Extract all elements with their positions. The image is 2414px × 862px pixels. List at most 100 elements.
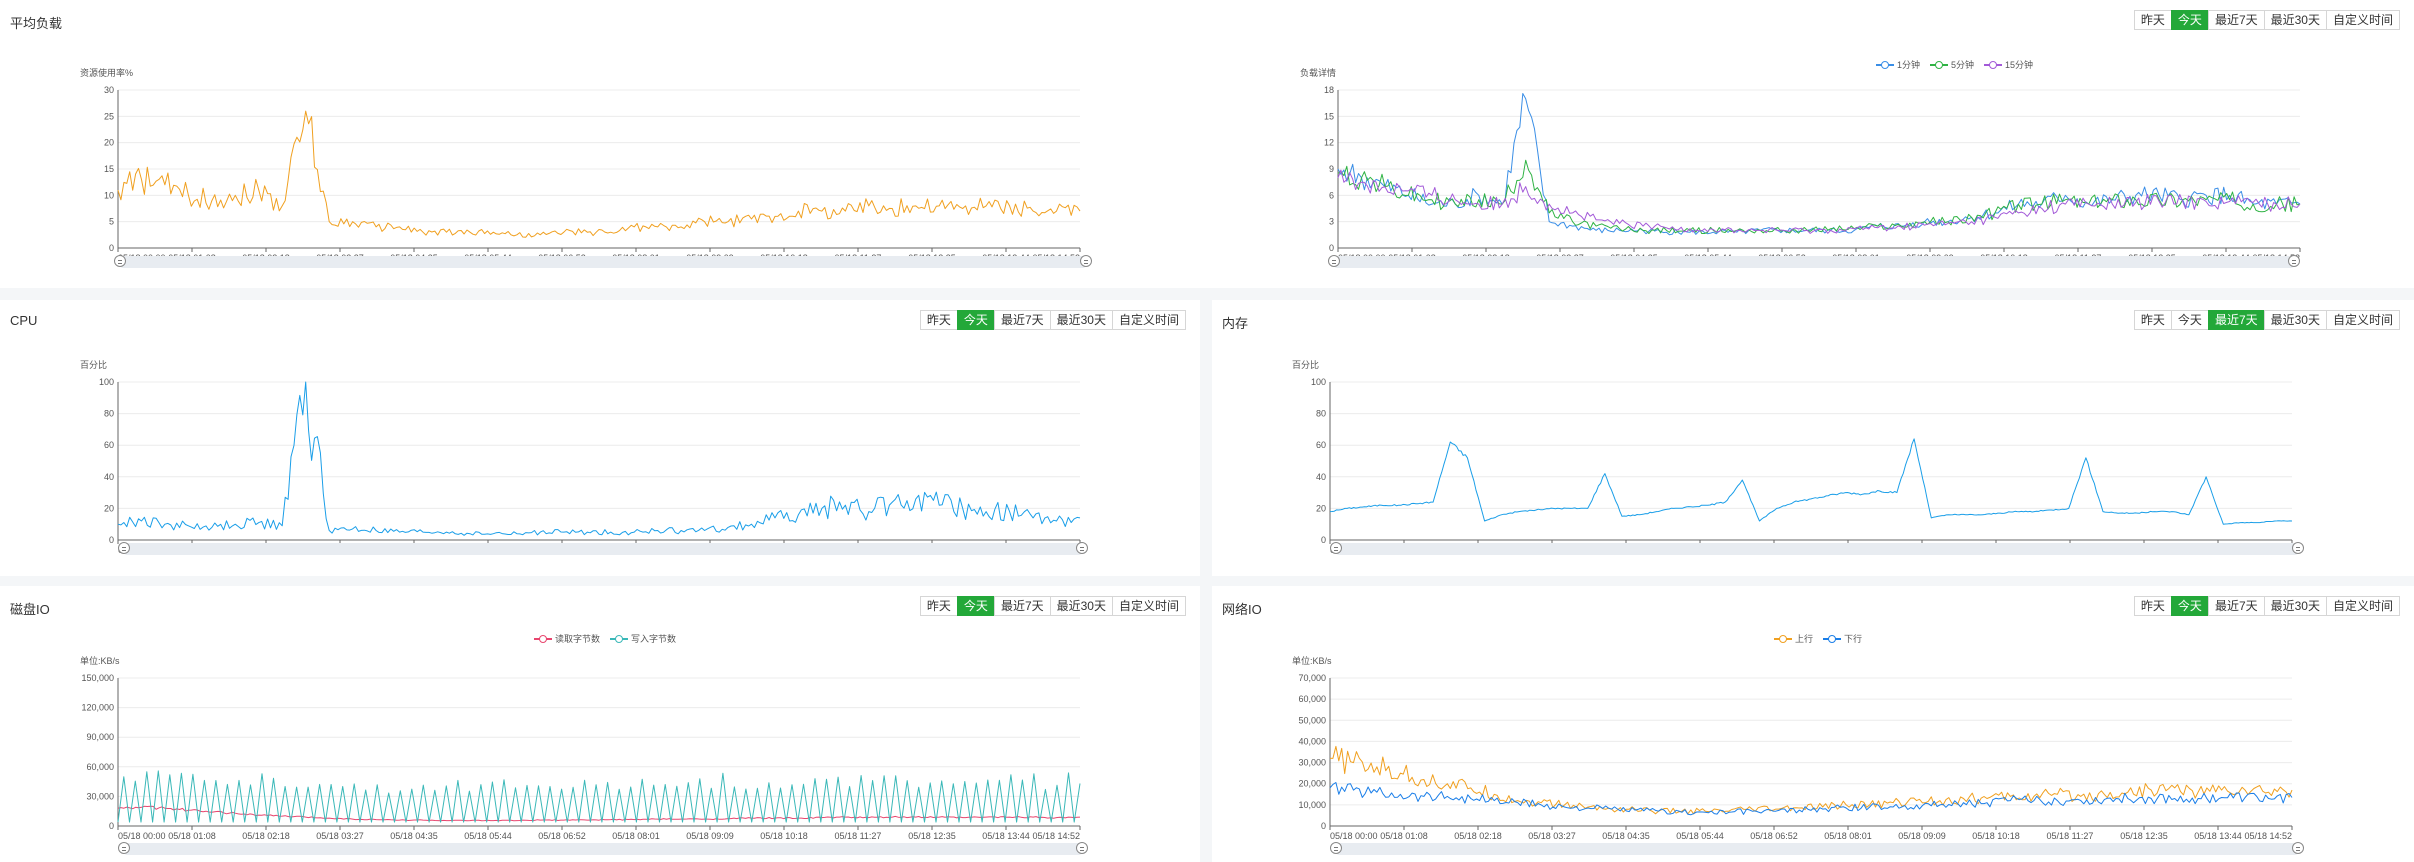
disk-y-tick-label: 90,000	[86, 732, 114, 742]
network-range-last30days-button[interactable]: 最近30天	[2263, 596, 2327, 616]
network-series-line	[1329, 745, 2293, 815]
load-range-buttons: 昨天 今天 最近7天 最近30天 自定义时间	[2133, 10, 2400, 30]
cpu-y-tick-label: 20	[104, 503, 114, 513]
load-usage-y-tick-label: 20	[104, 138, 114, 148]
disk-zoom-bar[interactable]	[118, 842, 1088, 855]
network-range-last7days-button[interactable]: 最近7天	[2207, 596, 2265, 616]
memory-range-today-button[interactable]: 今天	[2170, 310, 2209, 330]
disk-range-today-button[interactable]: 今天	[956, 596, 995, 616]
load-detail-zoom-start-handle[interactable]	[1328, 255, 1340, 267]
disk-legend-item[interactable]: 读取字节数	[534, 632, 600, 645]
load-detail-zoom-bar[interactable]	[1328, 255, 2300, 268]
network-x-tick-label: 05/18 03:27	[1528, 831, 1576, 841]
disk-x-tick-label: 05/18 01:08	[168, 831, 216, 841]
cpu-zoom-start-handle[interactable]	[118, 542, 130, 554]
load-detail-y-tick-label: 18	[1324, 85, 1334, 95]
network-y-tick-label: 30,000	[1298, 758, 1326, 768]
network-range-buttons: 昨天 今天 最近7天 最近30天 自定义时间	[2133, 596, 2400, 616]
network-legend-label: 上行	[1795, 634, 1814, 644]
disk-x-tick-label: 05/18 05:44	[464, 831, 512, 841]
cpu-range-yesterday-button[interactable]: 昨天	[919, 310, 958, 330]
memory-range-last30days-button[interactable]: 最近30天	[2263, 310, 2327, 330]
load-detail-legend-item[interactable]: 15分钟	[1984, 58, 2033, 71]
disk-range-custom-time-button[interactable]: 自定义时间	[1111, 596, 1186, 616]
load-detail-legend-item[interactable]: 1分钟	[1876, 58, 1920, 71]
network-x-tick-label: 05/18 10:18	[1972, 831, 2020, 841]
memory-y-tick-label: 60	[1316, 440, 1326, 450]
load-range-today-button[interactable]: 今天	[2170, 10, 2209, 30]
disk-legend-item[interactable]: 写入字节数	[610, 632, 676, 645]
network-zoom-start-handle[interactable]	[1330, 842, 1342, 854]
network-x-tick-label: 05/18 08:01	[1824, 831, 1872, 841]
network-range-today-button[interactable]: 今天	[2170, 596, 2209, 616]
memory-y-tick-label: 100	[1311, 377, 1326, 387]
load-detail-legend-item[interactable]: 5分钟	[1930, 58, 1974, 71]
network-legend-marker-icon	[1823, 634, 1842, 643]
cpu-zoom-end-handle[interactable]	[1076, 542, 1088, 554]
network-y-tick-label: 10,000	[1298, 800, 1326, 810]
load-usage-zoom-end-handle[interactable]	[1080, 255, 1092, 267]
disk-x-tick-label: 05/18 04:35	[390, 831, 438, 841]
disk-range-last30days-button[interactable]: 最近30天	[1049, 596, 1113, 616]
cpu-range-last7days-button[interactable]: 最近7天	[993, 310, 1051, 330]
cpu-zoom-bar[interactable]	[118, 542, 1088, 555]
network-zoom-bar[interactable]	[1330, 842, 2304, 855]
load-detail-zoom-end-handle[interactable]	[2288, 255, 2300, 267]
network-y-tick-label: 70,000	[1298, 673, 1326, 683]
network-series-line	[1329, 782, 2293, 816]
disk-y-tick-label: 60,000	[86, 762, 114, 772]
disk-y-tick-label: 0	[109, 821, 114, 831]
memory-zoom-bar[interactable]	[1330, 542, 2304, 555]
memory-zoom-end-handle[interactable]	[2292, 542, 2304, 554]
memory-zoom-start-handle[interactable]	[1330, 542, 1342, 554]
load-range-last7days-button[interactable]: 最近7天	[2207, 10, 2265, 30]
cpu-range-last30days-button[interactable]: 最近30天	[1049, 310, 1113, 330]
load-detail-legend-label: 5分钟	[1951, 60, 1975, 70]
disk-legend-label: 写入字节数	[631, 634, 677, 644]
network-x-tick-label: 05/18 02:18	[1454, 831, 1502, 841]
disk-zoom-end-handle[interactable]	[1076, 842, 1088, 854]
cpu-range-custom-time-button[interactable]: 自定义时间	[1111, 310, 1186, 330]
disk-y-tick-label: 150,000	[81, 673, 114, 683]
network-zoom-end-handle[interactable]	[2292, 842, 2304, 854]
disk-y-tick-label: 30,000	[86, 791, 114, 801]
network-x-tick-label: 05/18 11:27	[2047, 831, 2094, 841]
load-usage-y-tick-label: 25	[104, 111, 114, 121]
disk-zoom-start-handle[interactable]	[118, 842, 130, 854]
disk-x-tick-label: 05/18 11:27	[835, 831, 882, 841]
network-x-tick-label: 05/18 13:44	[2194, 831, 2242, 841]
network-legend-item[interactable]: 下行	[1823, 632, 1862, 645]
load-usage-zoom-start-handle[interactable]	[114, 255, 126, 267]
load-detail-y-tick-label: 9	[1329, 164, 1334, 174]
cpu-unit-label: 百分比	[80, 359, 107, 370]
cpu-y-tick-label: 60	[104, 440, 114, 450]
load-detail-legend-marker-icon	[1930, 60, 1949, 69]
disk-range-buttons: 昨天 今天 最近7天 最近30天 自定义时间	[919, 596, 1186, 616]
network-y-tick-label: 20,000	[1298, 779, 1326, 789]
cpu-series-line	[117, 381, 1081, 536]
disk-range-last7days-button[interactable]: 最近7天	[993, 596, 1051, 616]
load-range-yesterday-button[interactable]: 昨天	[2133, 10, 2172, 30]
network-range-yesterday-button[interactable]: 昨天	[2133, 596, 2172, 616]
disk-range-yesterday-button[interactable]: 昨天	[919, 596, 958, 616]
load-usage-zoom-bar[interactable]	[114, 255, 1092, 268]
disk-panel: 磁盘IO 昨天 今天 最近7天 最近30天 自定义时间 读取字节数 写入字节数 单位:KB…	[0, 586, 1200, 862]
load-range-custom-time-button[interactable]: 自定义时间	[2325, 10, 2400, 30]
network-x-tick-label: 05/18 09:09	[1898, 831, 1946, 841]
load-detail-series-line	[1337, 159, 2301, 234]
memory-range-custom-time-button[interactable]: 自定义时间	[2325, 310, 2400, 330]
memory-range-last7days-button[interactable]: 最近7天	[2207, 310, 2265, 330]
memory-range-buttons: 昨天 今天 最近7天 最近30天 自定义时间	[2133, 310, 2400, 330]
network-legend-item[interactable]: 上行	[1774, 632, 1813, 645]
disk-unit-label: 单位:KB/s	[80, 655, 120, 666]
load-range-last30days-button[interactable]: 最近30天	[2263, 10, 2327, 30]
cpu-range-today-button[interactable]: 今天	[956, 310, 995, 330]
network-range-custom-time-button[interactable]: 自定义时间	[2325, 596, 2400, 616]
memory-range-yesterday-button[interactable]: 昨天	[2133, 310, 2172, 330]
disk-panel-title: 磁盘IO	[10, 602, 50, 617]
